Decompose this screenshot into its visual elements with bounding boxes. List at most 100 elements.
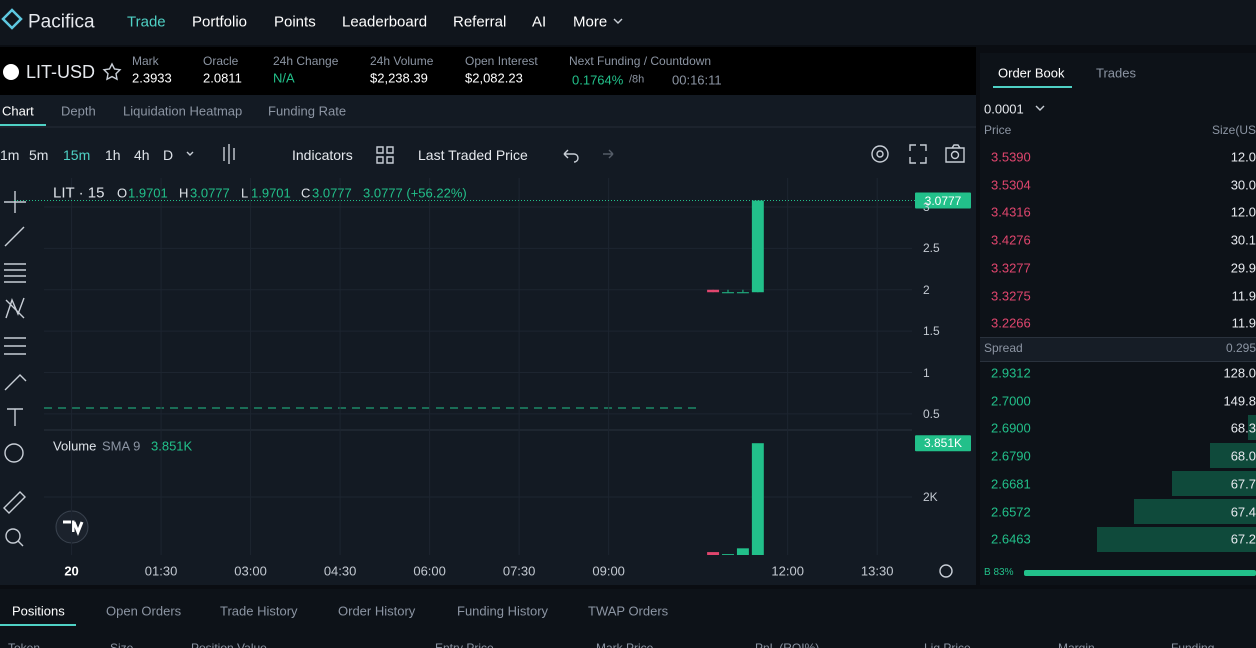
price-header: Price [984,123,1012,137]
ask-size: 30.1 [1230,232,1256,248]
stat-label: Open Interest [465,54,538,68]
column-header: Margin [1058,641,1095,648]
bottom-tab[interactable]: Trade History [220,603,298,619]
fx-icon[interactable]: Indicators [292,147,353,163]
ob-tab[interactable]: Order Book [998,65,1065,81]
x-tick-label: 13:30 [860,563,894,579]
legend-value: L [241,185,249,201]
last-price-label: 3.0777 [924,193,962,208]
x-tick-label: 07:30 [502,563,536,579]
spread-row [980,337,1256,362]
nav-item[interactable]: More [573,13,608,31]
fullscreen-icon [909,144,927,164]
stat-value: 2.0811 [203,70,242,86]
bottom-tab[interactable]: Funding History [457,603,549,619]
stat-value: $2,082.23 [465,70,523,86]
ask-price: 3.4316 [991,204,1031,220]
y-tick-label: 2.5 [923,241,940,256]
bottom-tab[interactable]: TWAP Orders [588,603,669,619]
nav-item[interactable]: Referral [453,13,507,31]
bid-price: 2.6572 [991,504,1031,519]
bottom-tab[interactable]: Order History [338,603,416,619]
size-header: Size(US [1211,123,1256,137]
y-tick-label: 0.5 [923,406,940,421]
ob-tab[interactable]: Trades [1096,65,1136,81]
nav-item[interactable]: Points [274,13,316,31]
nav-bar [0,0,1256,45]
nav-item[interactable]: Trade [127,13,166,31]
column-header: PnL (ROI%) [755,641,820,648]
volume-tag [915,435,971,452]
last-price-tag [915,192,971,209]
bid-size: 68.3 [1230,420,1256,436]
stat-value: N/A [273,70,295,86]
ask-size: 12.0 [1230,149,1256,165]
chart-panel [0,95,976,585]
interval[interactable]: D [163,147,174,163]
logo-icon [1,8,23,30]
candle-body [722,292,734,294]
precision[interactable]: 0.0001 [984,101,1024,117]
depth-bar [1134,499,1256,524]
bid-size: 149.8 [1223,393,1256,409]
chart-tab[interactable]: Liquidation Heatmap [123,103,243,119]
nav-item[interactable]: Leaderboard [342,13,428,31]
price-source[interactable]: Last Traded Price [418,147,528,163]
chart-tab[interactable]: Chart [2,103,34,119]
bottom-panel [0,589,1256,648]
depth-bar [1097,527,1256,552]
interval[interactable]: 5m [29,147,49,163]
depth-bar [1172,471,1256,496]
volume-bar [751,443,764,555]
nav-item[interactable]: AI [532,13,547,31]
bid-size: 67.2 [1230,531,1256,547]
settings-icon [871,145,889,163]
y-tick-label: 1 [923,365,930,380]
x-tick-label: 04:30 [323,563,357,579]
bottom-tab[interactable]: Positions [12,603,65,619]
bottom-tab[interactable]: Open Orders [106,603,182,619]
brush-icon [4,374,27,391]
nav-item[interactable]: Portfolio [192,13,248,31]
column-header: Funding [1171,641,1215,648]
chart-tab[interactable]: Funding Rate [268,103,347,119]
crosshair-icon [4,191,26,213]
column-header: Token [8,641,41,648]
chart-tab[interactable]: Depth [61,103,96,119]
interval[interactable]: 1m [0,147,20,163]
bid-price: 2.6681 [991,476,1031,492]
ask-size: 11.9 [1231,288,1256,303]
zoom-icon [17,540,24,547]
stat-label: 24h Volume [370,54,434,68]
star-icon[interactable] [102,62,122,81]
fib-icon [4,263,26,283]
stat-value: $2,238.39 [370,70,428,86]
y-tick-label: 1.5 [923,324,940,339]
stat-label: Mark [132,54,159,68]
token-icon [3,64,19,80]
column-header: Entry Price [435,641,494,648]
x-tick-label: 12:00 [771,563,804,579]
volume-indicator: SMA 9 [102,438,141,454]
candle-body [751,200,764,293]
y-tick-label: 2K [923,489,938,504]
axis-settings-icon [939,564,953,578]
candle-body [707,289,720,293]
bid-price: 2.6463 [991,531,1031,547]
line-icon [4,226,25,247]
x-tick-label: 09:00 [592,563,625,579]
volume-legend: Volume [53,438,97,454]
interval[interactable]: 1h [105,147,121,163]
bid-size: 128.0 [1223,365,1256,381]
interval[interactable]: 15m [63,147,91,163]
volume-bar [722,554,734,555]
interval[interactable]: 4h [134,147,150,163]
text-icon [7,408,23,426]
column-header: Position Value [191,641,267,648]
stat-label: Next Funding / Countdown [569,54,712,68]
legend-value: 3.0777 [190,185,230,201]
spread-value: 0.295 [1225,341,1256,355]
y-tick-label: 3 [923,199,930,214]
